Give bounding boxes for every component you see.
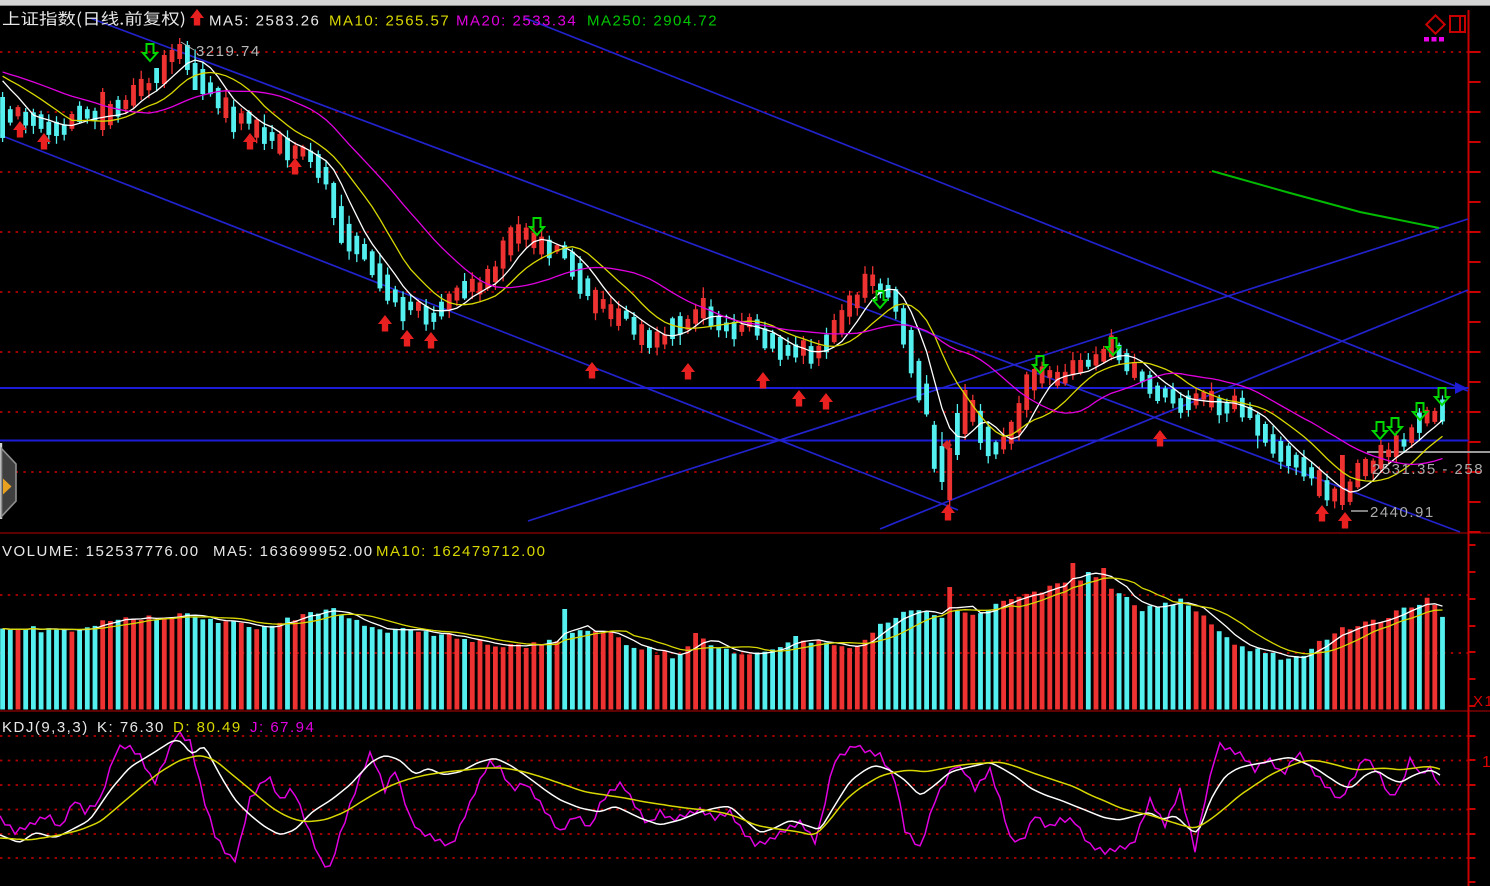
svg-text:X1: X1 bbox=[1473, 693, 1490, 710]
svg-text:MA10: 162479712.00: MA10: 162479712.00 bbox=[376, 543, 546, 560]
svg-text:MA10: 2565.57: MA10: 2565.57 bbox=[329, 13, 450, 30]
svg-text:D: 80.49: D: 80.49 bbox=[173, 719, 242, 736]
svg-text:3219.74: 3219.74 bbox=[196, 43, 261, 60]
svg-text:MA250: 2904.72: MA250: 2904.72 bbox=[587, 13, 718, 30]
svg-text:VOLUME: 152537776.00: VOLUME: 152537776.00 bbox=[2, 543, 200, 560]
svg-text:KDJ(9,3,3): KDJ(9,3,3) bbox=[2, 719, 89, 736]
svg-text:MA20: 2533.34: MA20: 2533.34 bbox=[456, 13, 577, 30]
svg-text:MA5: 2583.26: MA5: 2583.26 bbox=[209, 13, 320, 30]
svg-text:2531.35 - 258: 2531.35 - 258 bbox=[1372, 461, 1484, 478]
svg-text:1: 1 bbox=[1482, 754, 1490, 771]
svg-text:J: 67.94: J: 67.94 bbox=[250, 719, 315, 736]
svg-text:MA5: 163699952.00: MA5: 163699952.00 bbox=[213, 543, 374, 560]
svg-text:2440.91: 2440.91 bbox=[1370, 504, 1435, 521]
svg-text:K: 76.30: K: 76.30 bbox=[97, 719, 165, 736]
